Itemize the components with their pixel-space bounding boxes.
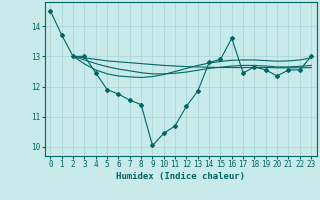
X-axis label: Humidex (Indice chaleur): Humidex (Indice chaleur): [116, 172, 245, 181]
